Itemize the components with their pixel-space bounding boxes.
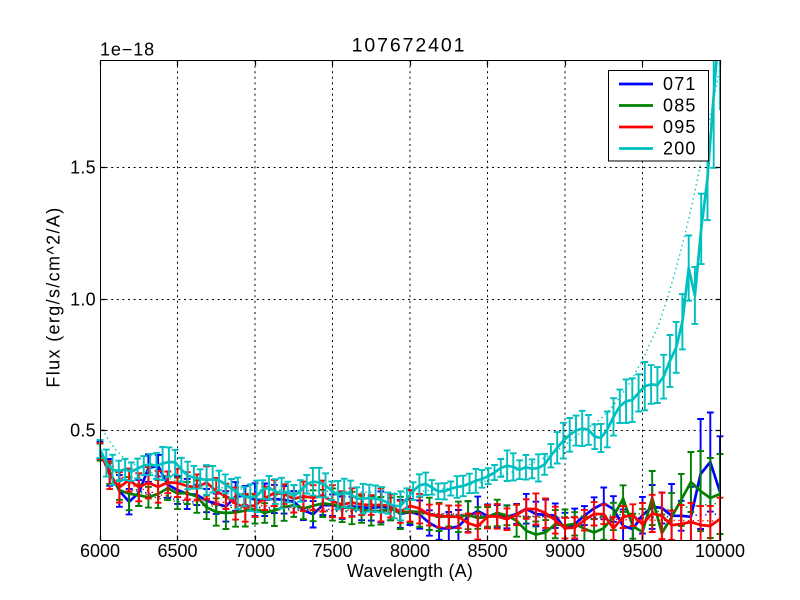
svg-text:6500: 6500 (157, 541, 197, 561)
svg-text:Flux (erg/s/cm^2/A): Flux (erg/s/cm^2/A) (44, 206, 64, 387)
svg-text:095: 095 (663, 117, 697, 137)
svg-text:071: 071 (663, 74, 697, 94)
svg-text:Wavelength (A): Wavelength (A) (347, 561, 473, 581)
svg-text:6000: 6000 (80, 541, 120, 561)
svg-text:1e−18: 1e−18 (100, 40, 155, 60)
svg-text:107672401: 107672401 (352, 34, 467, 56)
svg-text:7500: 7500 (312, 541, 352, 561)
svg-text:8500: 8500 (467, 541, 507, 561)
svg-text:0.5: 0.5 (70, 420, 96, 440)
svg-text:9500: 9500 (622, 541, 662, 561)
svg-text:8000: 8000 (390, 541, 430, 561)
svg-text:7000: 7000 (235, 541, 275, 561)
svg-text:1.5: 1.5 (70, 157, 96, 177)
svg-text:9000: 9000 (545, 541, 585, 561)
svg-text:10000: 10000 (695, 541, 745, 561)
svg-text:200: 200 (663, 139, 697, 159)
svg-text:085: 085 (663, 96, 697, 116)
svg-text:1.0: 1.0 (70, 289, 96, 309)
